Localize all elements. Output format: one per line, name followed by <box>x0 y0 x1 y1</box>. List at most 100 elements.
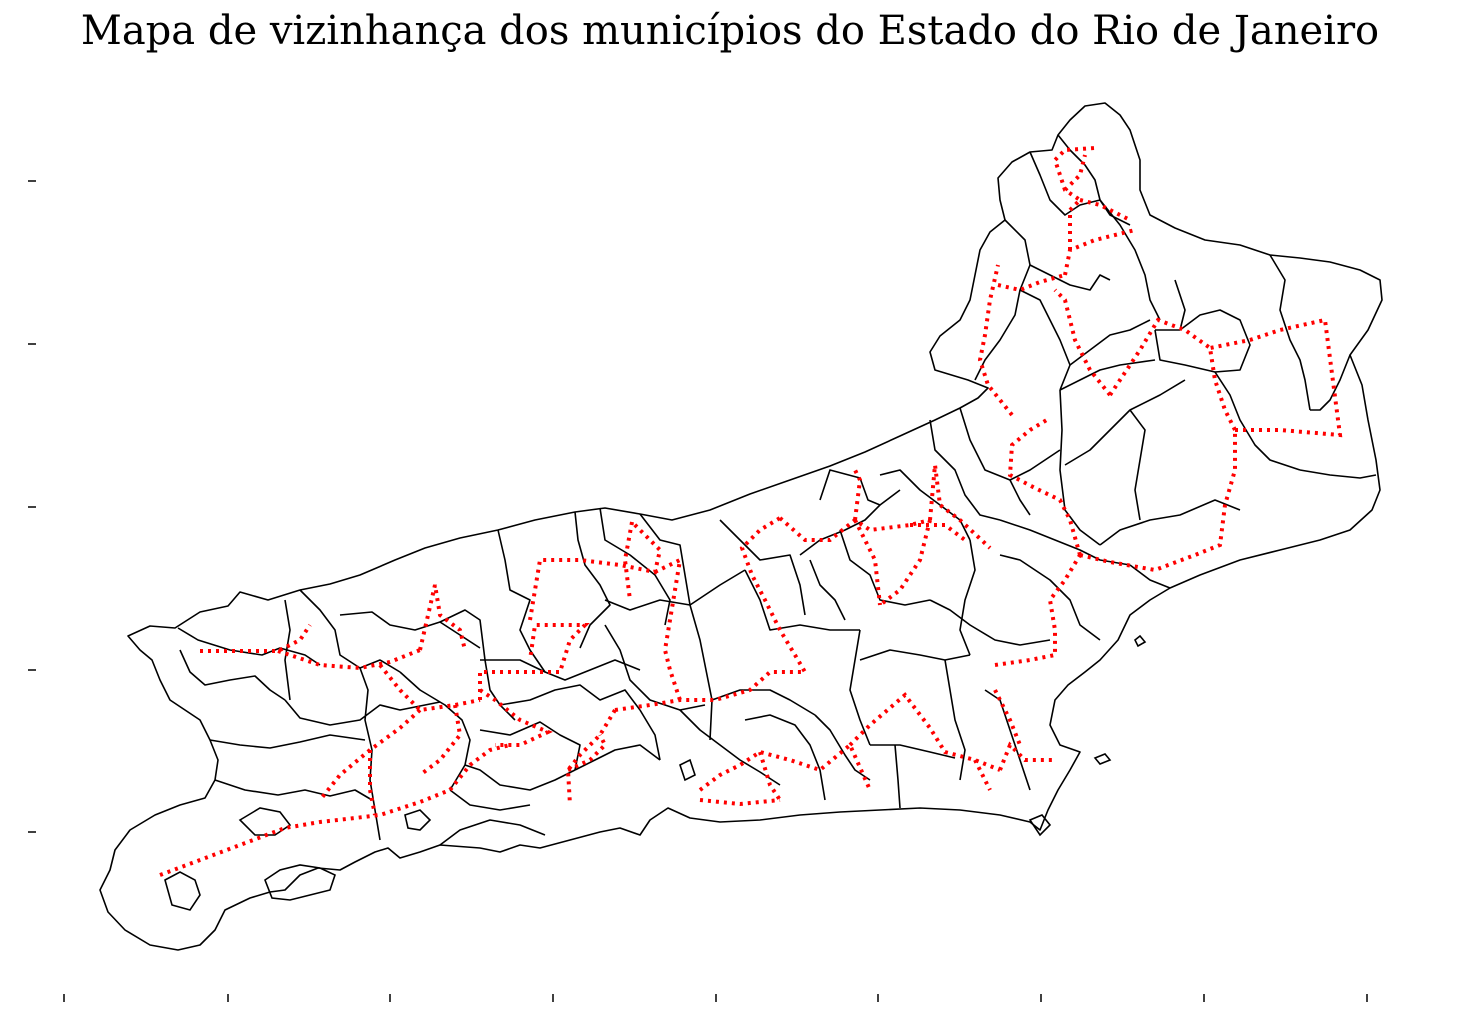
island <box>404 809 432 831</box>
municipal-border <box>859 649 971 661</box>
municipal-border <box>689 604 713 741</box>
municipal-border <box>819 469 881 506</box>
municipal-border <box>299 589 401 673</box>
municipal-border <box>1129 409 1146 521</box>
island <box>264 864 336 901</box>
municipal-border <box>1214 371 1301 471</box>
neighbor-link <box>1209 317 1343 438</box>
neighbor-link <box>758 751 782 802</box>
neighbor-link <box>1063 154 1087 192</box>
state-outline <box>99 102 1383 951</box>
municipal-border <box>1059 359 1156 391</box>
neighbor-link <box>418 704 463 777</box>
municipal-border <box>574 511 611 649</box>
municipal-border <box>1129 564 1171 589</box>
municipal-border <box>464 764 576 791</box>
municipal-border <box>604 569 746 611</box>
neighbor-link <box>614 628 809 712</box>
municipal-border <box>711 689 816 716</box>
municipal-border <box>929 599 1051 646</box>
neighbor-link <box>448 743 511 792</box>
neighbor-link <box>853 469 863 521</box>
neighbor-link <box>159 788 451 877</box>
municipal-border <box>497 529 546 673</box>
municipal-border <box>1269 254 1311 411</box>
municipal-border <box>177 627 321 666</box>
municipal-border <box>1029 151 1101 216</box>
municipal-border <box>639 709 661 761</box>
municipal-border <box>1009 479 1031 516</box>
neighbor-link <box>1063 228 1136 276</box>
municipal-border <box>719 519 806 616</box>
neighbor-link <box>928 464 992 550</box>
municipal-border <box>944 659 966 781</box>
municipal-border <box>959 539 976 656</box>
neighbor-link <box>478 623 590 700</box>
island <box>238 807 292 836</box>
y-axis <box>28 180 36 833</box>
municipal-border <box>984 689 1031 791</box>
municipal-border <box>1174 279 1186 331</box>
municipal-border <box>179 649 286 701</box>
municipal-border <box>1099 499 1241 546</box>
municipal-border <box>1299 469 1377 479</box>
neighbor-link <box>910 523 967 542</box>
municipal-border <box>439 819 546 846</box>
municipal-border <box>879 469 971 541</box>
neighbor-link <box>993 689 1022 746</box>
island <box>1133 634 1147 648</box>
municipal-border <box>1069 319 1151 366</box>
neighbor-link <box>622 521 634 601</box>
neighbor-link <box>698 741 872 792</box>
municipal-border <box>1155 309 1251 373</box>
neighbor-links <box>159 146 1343 877</box>
municipal-border <box>639 513 691 606</box>
municipal-border <box>574 744 661 771</box>
municipal-border <box>894 744 901 809</box>
municipal-border <box>839 529 931 606</box>
municipal-border <box>439 609 516 721</box>
municipal-border <box>480 659 641 681</box>
municipal-boundaries <box>99 102 1383 951</box>
neighbor-link <box>368 750 377 816</box>
municipal-border <box>959 407 1061 481</box>
neighbor-link <box>1053 288 1112 397</box>
municipal-border <box>339 611 481 649</box>
x-axis <box>63 994 1368 1002</box>
neighbor-link <box>1052 146 1096 250</box>
neighbor-link <box>998 741 1055 771</box>
municipal-border <box>599 507 671 626</box>
municipal-border <box>679 709 781 786</box>
municipal-border <box>744 569 860 631</box>
neighbor-link <box>478 688 553 747</box>
neighbor-link <box>200 623 312 653</box>
neighbor-link <box>378 663 481 713</box>
neighbor-link <box>878 519 932 607</box>
municipal-border <box>744 714 826 801</box>
neighbor-link <box>528 520 663 621</box>
municipal-border <box>974 219 1031 381</box>
municipal-border <box>1154 329 1216 373</box>
neighbor-link <box>654 556 683 701</box>
island <box>1028 814 1052 837</box>
neighbor-link <box>973 759 992 791</box>
municipal-border <box>1019 289 1071 391</box>
municipal-border <box>809 559 846 621</box>
municipal-border <box>999 519 1131 566</box>
neighbor-link <box>977 264 1014 417</box>
municipal-border <box>499 684 641 711</box>
island <box>164 871 201 911</box>
municipal-border <box>1310 354 1351 411</box>
neighbor-link <box>567 734 608 772</box>
neighbor-link <box>1007 416 1082 556</box>
municipal-border <box>849 629 871 746</box>
neighbor-link <box>1079 430 1237 573</box>
municipal-border <box>604 624 706 711</box>
municipal-border <box>1029 264 1111 291</box>
municipal-border <box>814 714 871 781</box>
islands <box>164 634 1147 911</box>
municipal-border <box>999 554 1101 641</box>
neighbor-link <box>699 798 781 807</box>
municipal-border <box>1064 379 1186 466</box>
